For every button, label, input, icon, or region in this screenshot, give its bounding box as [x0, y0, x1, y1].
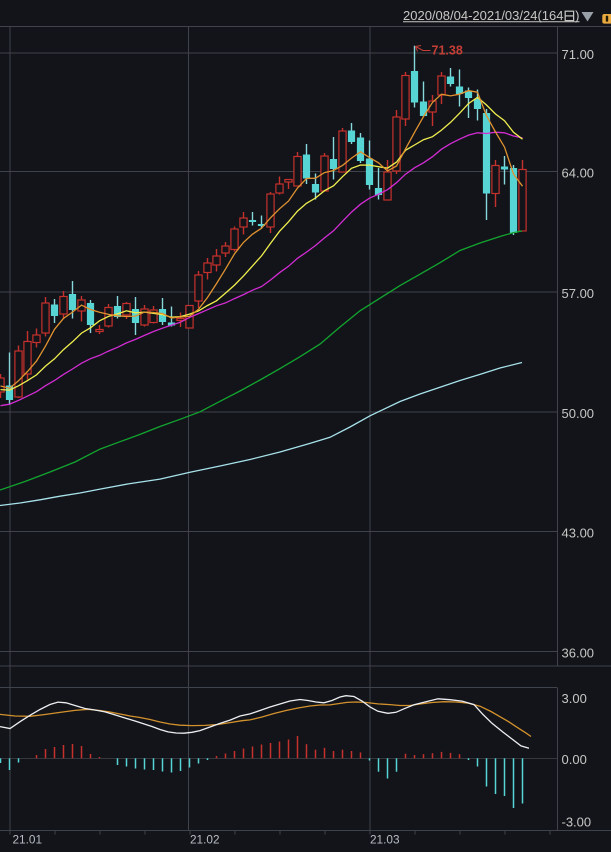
svg-text:3.00: 3.00 [562, 691, 587, 706]
svg-text:50.00: 50.00 [562, 406, 595, 421]
svg-text:21.03: 21.03 [370, 833, 400, 847]
svg-text:21.01: 21.01 [13, 833, 43, 847]
svg-text:0.00: 0.00 [562, 752, 587, 767]
svg-text:43.00: 43.00 [562, 525, 595, 540]
svg-text:57.00: 57.00 [562, 286, 595, 301]
svg-text:): ) [575, 8, 579, 23]
svg-text:-3.00: -3.00 [562, 814, 592, 829]
svg-text:21.02: 21.02 [190, 833, 220, 847]
svg-text:71.00: 71.00 [562, 47, 595, 62]
svg-text:64.00: 64.00 [562, 165, 595, 180]
svg-text:2020/08/04-2021/03/24(164: 2020/08/04-2021/03/24(164 [403, 8, 563, 23]
svg-text:71.38: 71.38 [432, 44, 463, 58]
svg-text:36.00: 36.00 [562, 645, 595, 660]
